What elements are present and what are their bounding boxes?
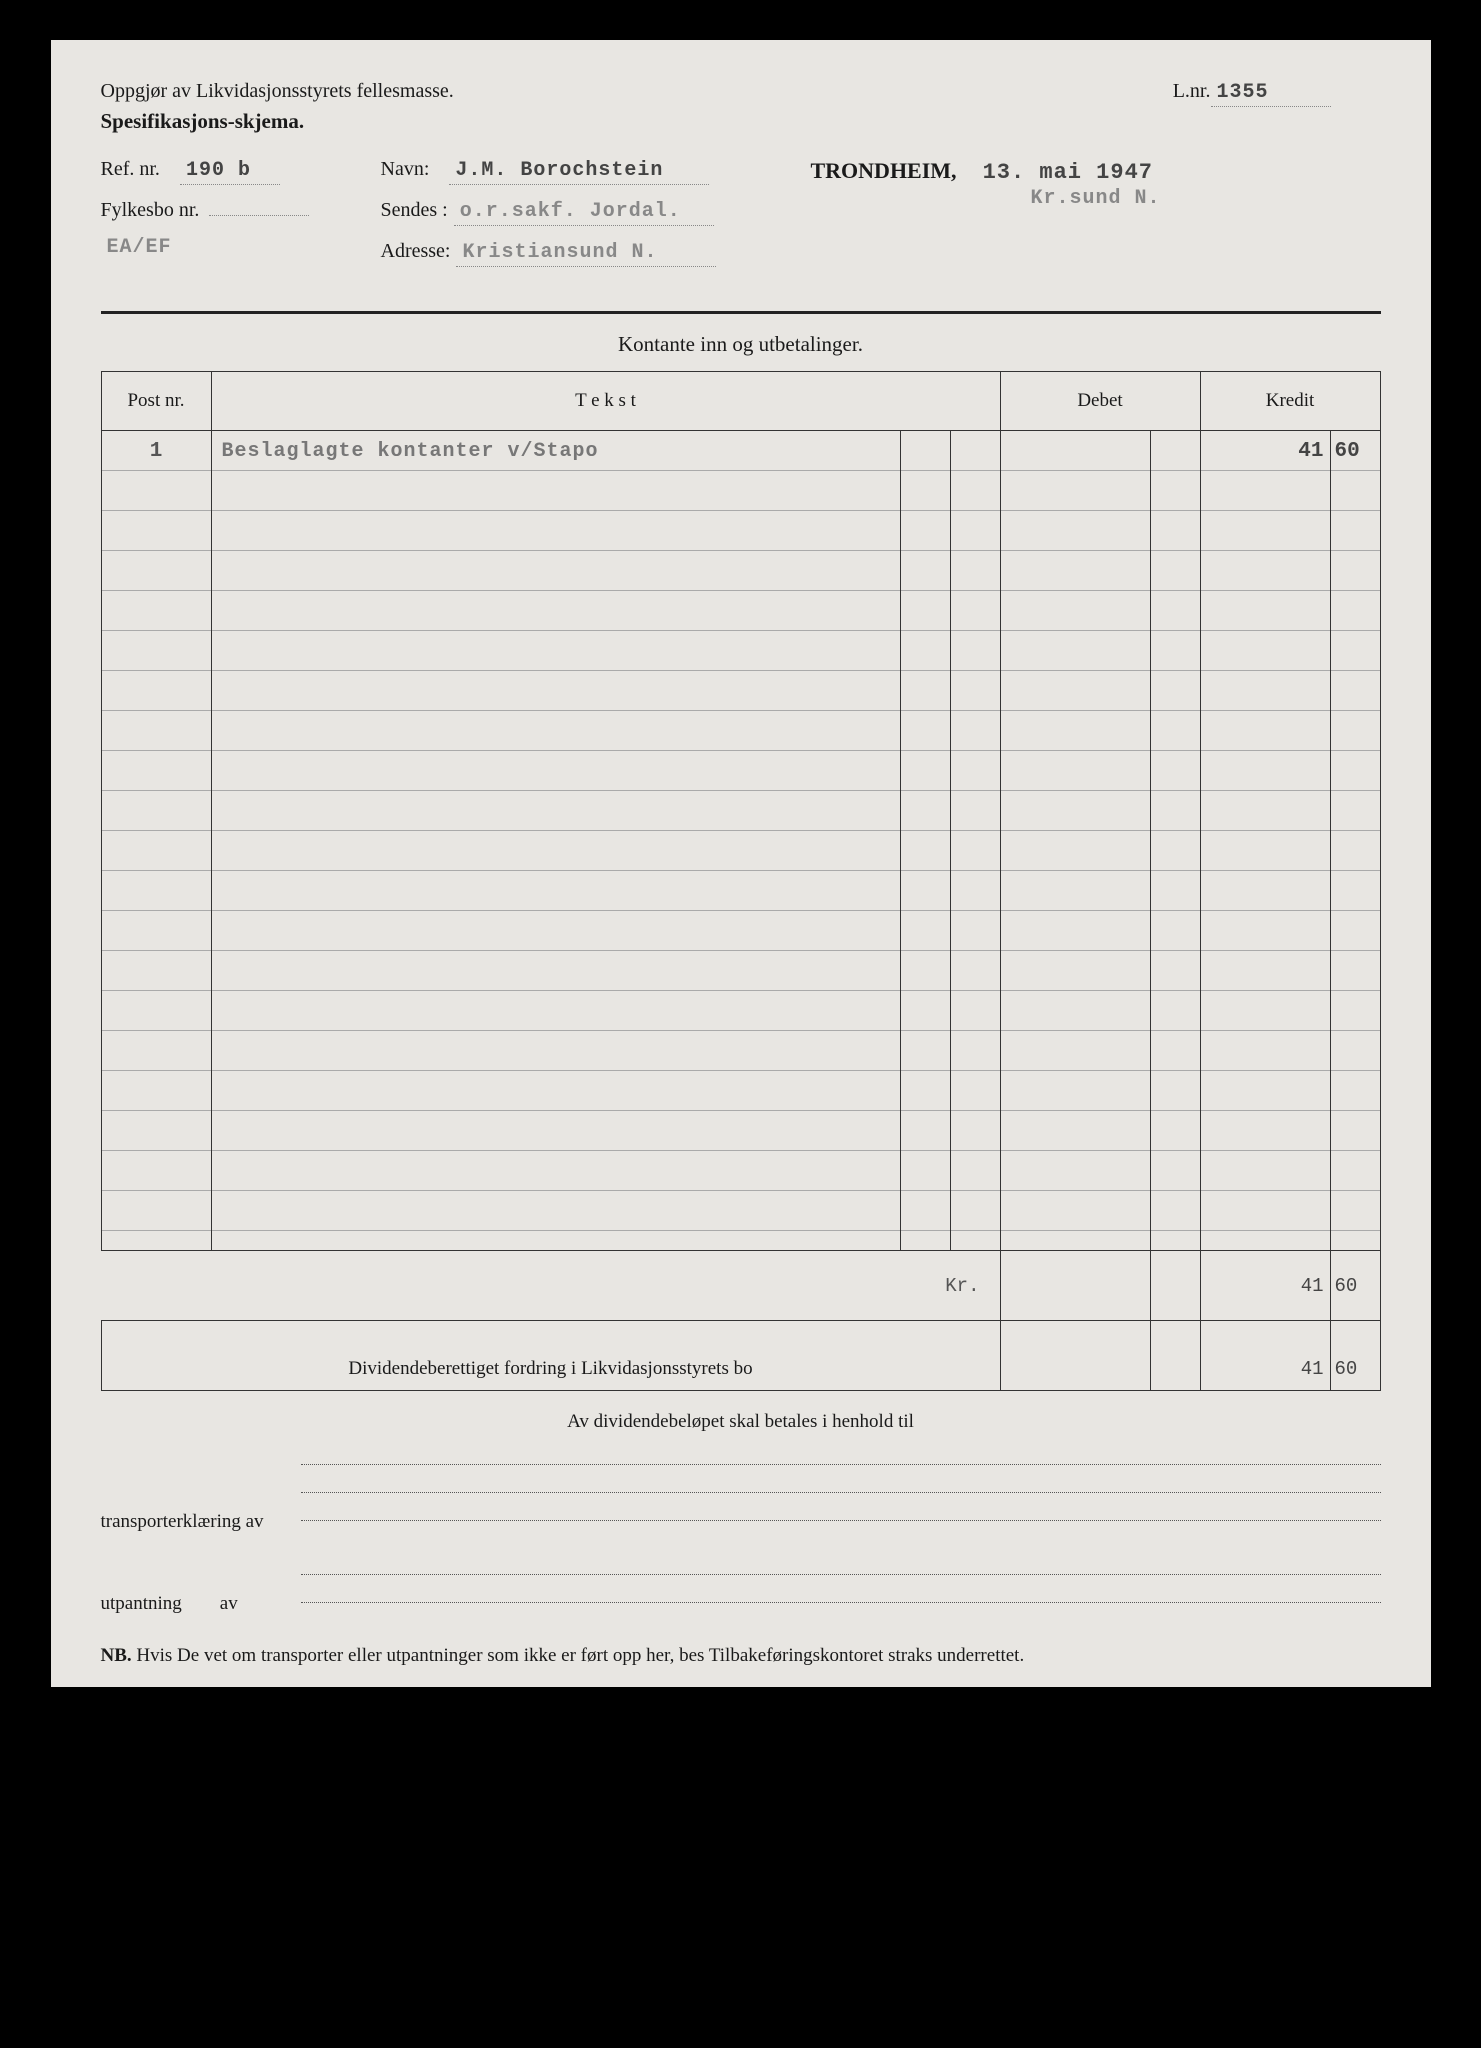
dotted-line xyxy=(301,1471,1381,1493)
dividend-kredit-dec: 60 xyxy=(1330,1321,1380,1391)
dividend-row: Dividendeberettiget fordring i Likvidasj… xyxy=(101,1321,1380,1391)
transport-line: transporterklæring av xyxy=(101,1443,1381,1533)
debet-dec-cell xyxy=(1150,431,1200,1251)
dotted-line xyxy=(301,1443,1381,1465)
transport-label: transporterklæring av xyxy=(101,1511,301,1533)
adresse-value: Kristiansund N. xyxy=(456,241,716,267)
dividend-label: Dividendeberettiget fordring i Likvidasj… xyxy=(101,1321,1000,1391)
utpantning-word: utpantning xyxy=(101,1593,182,1614)
col-debet-header: Debet xyxy=(1000,372,1200,431)
sum-kredit-int: 41 xyxy=(1200,1251,1330,1321)
date-value: 13. mai 1947 xyxy=(977,160,1159,187)
lnr-row: L.nr. 1355 xyxy=(1173,80,1371,107)
tekst-cell: Beslaglagte kontanter v/Stapo xyxy=(211,431,900,1251)
nb-text: Hvis De vet om transporter eller utpantn… xyxy=(136,1645,1024,1666)
header-right-col: TRONDHEIM, 13. mai 1947 Kr.sund N. xyxy=(811,158,1381,281)
utpantning-line: utpantning av xyxy=(101,1553,1381,1615)
adresse-label: Adresse: xyxy=(381,240,451,263)
sum-debet-dec xyxy=(1150,1251,1200,1321)
utpantning-lines xyxy=(301,1553,1381,1609)
lnr-value: 1355 xyxy=(1211,81,1331,107)
sum-label: Kr. xyxy=(101,1251,1000,1321)
header-fields-grid: Ref. nr. 190 b Fylkesbo nr. EA/EF Navn: … xyxy=(101,158,1381,281)
nb-prefix: NB. xyxy=(101,1645,132,1666)
debet-cell xyxy=(1000,431,1150,1251)
entry-kredit-dec: 60 xyxy=(1331,440,1366,463)
ref-label: Ref. nr. xyxy=(101,158,160,181)
table-body-row: 1 Beslaglagte kontanter v/Stapo 41 60 xyxy=(101,431,1380,1251)
av-word: av xyxy=(220,1593,238,1614)
header-block: L.nr. 1355 Oppgjør av Likvidasjonsstyret… xyxy=(101,80,1381,281)
dotted-line xyxy=(301,1581,1381,1603)
nb-note: NB. Hvis De vet om transporter eller utp… xyxy=(101,1645,1381,1667)
col-tekst-header: T e k s t xyxy=(211,372,1000,431)
lnr-label: L.nr. xyxy=(1173,80,1211,103)
title-line-2: Spesifikasjons-skjema. xyxy=(101,109,1381,134)
dotted-line xyxy=(301,1553,1381,1575)
divider-top xyxy=(101,311,1381,314)
city-label: TRONDHEIM, xyxy=(811,158,957,184)
entry-kredit-int: 41 xyxy=(1298,440,1329,463)
post-cell: 1 xyxy=(101,431,211,1251)
table-section-title: Kontante inn og utbetalinger. xyxy=(101,322,1381,371)
dividend-debet-dec xyxy=(1150,1321,1200,1391)
tekst-sub1 xyxy=(900,431,950,1251)
fylkesbo-value xyxy=(209,213,309,216)
kredit-dec-cell: 60 xyxy=(1330,431,1380,1251)
city-sub: Kr.sund N. xyxy=(1024,187,1166,212)
table-header-row: Post nr. T e k s t Debet Kredit xyxy=(101,372,1380,431)
footer-block: Av dividendebeløpet skal betales i henho… xyxy=(101,1411,1381,1667)
entry-post-nr: 1 xyxy=(102,440,211,463)
navn-label: Navn: xyxy=(381,158,430,181)
header-middle-col: Navn: J.M. Borochstein Sendes : o.r.sakf… xyxy=(381,158,791,281)
sendes-value: o.r.sakf. Jordal. xyxy=(454,200,714,226)
dividend-debet xyxy=(1000,1321,1150,1391)
col-post-header: Post nr. xyxy=(101,372,211,431)
sum-kredit-dec: 60 xyxy=(1330,1251,1380,1321)
navn-value: J.M. Borochstein xyxy=(449,159,709,185)
tekst-sub2 xyxy=(950,431,1000,1251)
utpantning-label: utpantning av xyxy=(101,1593,301,1615)
document-page: L.nr. 1355 Oppgjør av Likvidasjonsstyret… xyxy=(51,40,1431,1687)
header-left-col: Ref. nr. 190 b Fylkesbo nr. EA/EF xyxy=(101,158,361,281)
fylkesbo-label: Fylkesbo nr. xyxy=(101,199,200,222)
transport-lines xyxy=(301,1443,1381,1527)
col-kredit-header: Kredit xyxy=(1200,372,1380,431)
entry-tekst: Beslaglagte kontanter v/Stapo xyxy=(212,440,900,463)
dotted-line xyxy=(301,1499,1381,1521)
code-value: EA/EF xyxy=(101,236,201,261)
footer-center-text: Av dividendebeløpet skal betales i henho… xyxy=(101,1411,1381,1433)
dividend-kredit-int: 41 xyxy=(1200,1321,1330,1391)
sum-row: Kr. 41 60 xyxy=(101,1251,1380,1321)
ledger-table: Post nr. T e k s t Debet Kredit 1 Beslag… xyxy=(101,371,1381,1391)
kredit-cell: 41 xyxy=(1200,431,1330,1251)
ref-value: 190 b xyxy=(180,159,280,185)
sum-debet xyxy=(1000,1251,1150,1321)
sendes-label: Sendes : xyxy=(381,199,448,222)
